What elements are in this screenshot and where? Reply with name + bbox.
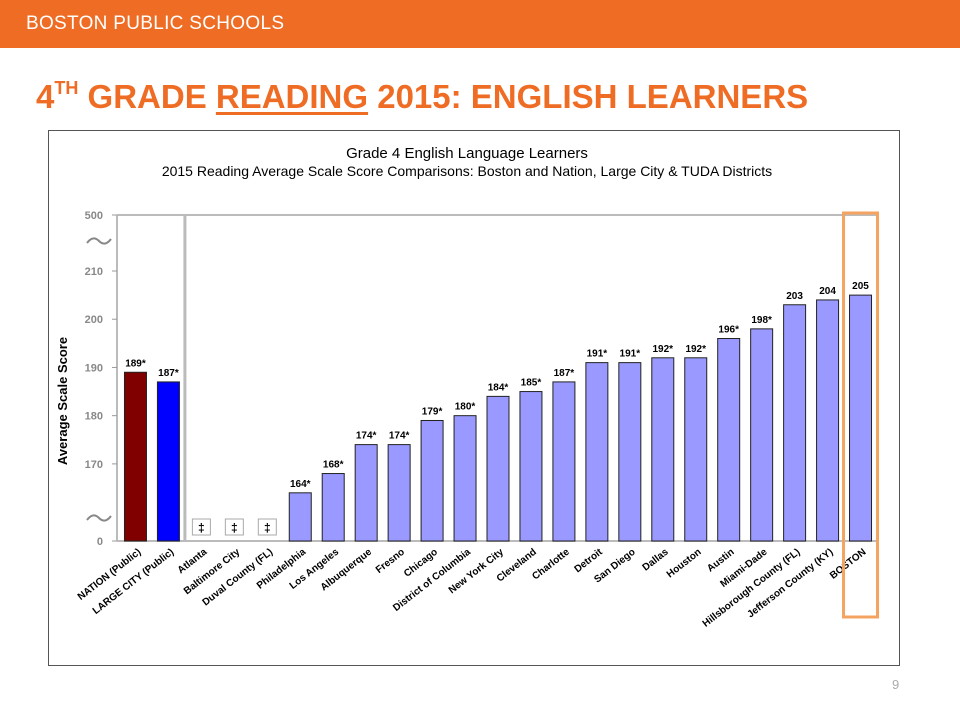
bar <box>519 391 543 542</box>
bar <box>585 362 609 542</box>
header-bar: BOSTON PUBLIC SCHOOLS <box>0 0 960 48</box>
bar <box>321 473 345 542</box>
bar <box>816 299 840 542</box>
bar-chart: Grade 4 English Language Learners 2015 R… <box>55 145 880 630</box>
bar-value-label: 187* <box>554 368 575 379</box>
suppressed-marker-box <box>191 518 211 536</box>
bar-value-label: 191* <box>587 349 608 360</box>
bar <box>717 338 741 542</box>
title-rest: 2015: ENGLISH LEARNERS <box>368 78 809 115</box>
bar <box>123 371 147 542</box>
y-tick-label: 0 <box>97 536 103 548</box>
category-label: Charlotte <box>530 546 572 582</box>
suppressed-marker-box <box>224 518 244 536</box>
bar-value-label: 192* <box>685 344 706 355</box>
bar-value-label: 179* <box>422 406 443 417</box>
bar <box>420 419 444 542</box>
bar-value-label: ‡ <box>198 521 205 535</box>
title-grade-word: GRADE <box>78 78 216 115</box>
axis-break-mark <box>86 514 112 522</box>
chart-title: Grade 4 English Language Learners <box>346 145 588 162</box>
category-label: BOSTON <box>828 547 868 582</box>
bar <box>354 444 378 542</box>
bar-value-label: 168* <box>323 460 344 471</box>
title-grade-number: 4 <box>36 78 55 115</box>
bar-value-label: 189* <box>125 358 146 369</box>
bar-value-label: 203 <box>786 291 803 302</box>
bar-value-label: ‡ <box>231 521 238 535</box>
bar-value-label: 184* <box>488 382 509 393</box>
bar-value-label: 192* <box>652 344 673 355</box>
bar <box>288 492 312 542</box>
bar-value-label: 174* <box>356 431 377 442</box>
y-tick-label: 500 <box>85 210 103 222</box>
bar-value-label: ‡ <box>264 521 271 535</box>
y-tick-label: 170 <box>85 459 103 471</box>
bar-value-label: 185* <box>521 378 542 389</box>
bar <box>684 357 708 542</box>
slide-title: 4TH GRADE READING 2015: ENGLISH LEARNERS <box>36 78 808 116</box>
bar-value-label: 180* <box>455 402 476 413</box>
suppressed-marker-box <box>257 518 277 536</box>
bar-value-label: 205 <box>852 281 869 292</box>
bar <box>783 304 807 542</box>
category-label: Houston <box>665 547 704 581</box>
bars-group <box>123 294 873 542</box>
bar-value-label: 204 <box>819 286 836 297</box>
y-tick-label: 210 <box>85 266 103 278</box>
value-labels-group: 189* 187* ‡ ‡ ‡ 164* 168* 174* 174* 179* 180* 184* 1… <box>125 281 869 536</box>
bar <box>156 381 180 542</box>
chart-frame: Grade 4 English Language Learners 2015 R… <box>48 130 900 666</box>
chart-subtitle: 2015 Reading Average Scale Score Compari… <box>162 163 772 179</box>
bar-value-label: 174* <box>389 431 410 442</box>
y-tick-label: 200 <box>85 314 103 326</box>
bar <box>486 395 510 542</box>
y-tick-label: 180 <box>85 411 103 423</box>
bar-value-label: 196* <box>718 325 739 336</box>
bar <box>618 362 642 542</box>
bar-value-label: 191* <box>620 349 641 360</box>
axis-break-mark <box>86 237 112 245</box>
bar <box>750 328 774 542</box>
bar <box>387 444 411 542</box>
title-subject: READING <box>215 78 369 115</box>
y-axis-label: Average Scale Score <box>55 337 70 465</box>
org-name: BOSTON PUBLIC SCHOOLS <box>26 13 285 34</box>
bar <box>651 357 675 542</box>
bar-value-label: 164* <box>290 479 311 490</box>
bar <box>849 294 873 542</box>
bar-value-label: 198* <box>751 315 772 326</box>
bar <box>453 415 477 542</box>
bar-value-label: 187* <box>158 368 179 379</box>
category-labels-group: NATION (Public)LARGE CITY (Public) Atlant… <box>76 546 869 629</box>
y-tick-label: 190 <box>85 362 103 374</box>
title-superscript: TH <box>54 78 79 98</box>
page-number: 9 <box>892 677 900 692</box>
boston-highlight-box <box>842 211 880 619</box>
bar <box>552 381 576 542</box>
